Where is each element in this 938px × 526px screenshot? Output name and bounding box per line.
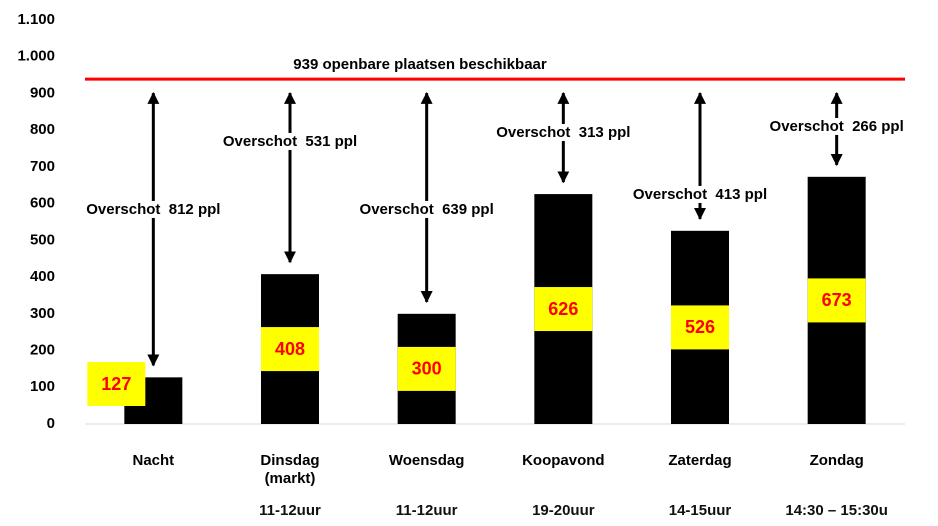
x-tick-label: Nacht xyxy=(132,452,175,469)
value-label-box xyxy=(807,278,866,323)
y-tick-label: 1.100 xyxy=(17,11,55,28)
y-tick-label: 200 xyxy=(30,342,55,359)
value-label-box xyxy=(261,327,319,372)
annotation-bg xyxy=(357,200,496,218)
x-tick-label: Koopavond xyxy=(522,452,605,469)
time-label: 14:30 – 15:30u xyxy=(785,502,888,519)
x-tick-label: Dinsdag (markt) xyxy=(260,452,320,487)
annotation-bg xyxy=(84,200,223,218)
y-tick-label: 1.000 xyxy=(17,48,55,65)
y-tick-label: 900 xyxy=(30,84,55,101)
time-label: 14-15uur xyxy=(668,502,732,519)
capacity-label: 939 openbare plaatsen beschikbaar xyxy=(293,56,547,73)
x-tick-label: Zaterdag xyxy=(668,452,732,469)
y-tick-label: 100 xyxy=(30,378,55,395)
y-tick-label: 300 xyxy=(30,305,55,322)
time-label: 11-12uur xyxy=(395,502,458,519)
value-label-box xyxy=(671,305,729,350)
y-tick-label: 600 xyxy=(30,195,55,212)
surplus-annotation: Overschot 812 ppl xyxy=(86,201,220,218)
value-label-box xyxy=(534,287,593,332)
surplus-annotation: Overschot 313 ppl xyxy=(496,124,630,141)
annotation-bg xyxy=(220,132,360,150)
surplus-annotation: Overschot 531 ppl xyxy=(223,133,357,150)
y-tick-label: 500 xyxy=(30,231,55,248)
x-tick-label: Woensdag xyxy=(388,452,465,469)
y-tick-label: 0 xyxy=(47,415,55,432)
value-label: 408 xyxy=(275,339,305,359)
annotation-bg xyxy=(494,123,633,141)
value-label: 526 xyxy=(685,317,715,337)
time-label: 19-20uur xyxy=(532,502,595,519)
y-tick-label: 700 xyxy=(30,158,55,175)
time-label: 11-12uur xyxy=(259,502,321,519)
annotation-bg xyxy=(767,117,906,135)
x-tick-label: Zondag xyxy=(809,452,864,469)
surplus-annotation: Overschot 639 ppl xyxy=(360,201,494,218)
value-label-box xyxy=(87,362,146,406)
value-label: 673 xyxy=(822,290,852,310)
surplus-annotation: Overschot 266 ppl xyxy=(770,118,904,135)
value-label: 300 xyxy=(412,359,442,379)
value-label-box xyxy=(397,346,456,391)
value-label: 626 xyxy=(548,299,578,319)
y-tick-label: 800 xyxy=(30,121,55,138)
annotation-bg xyxy=(630,185,770,203)
surplus-annotation: Overschot 413 ppl xyxy=(633,186,767,203)
value-label: 127 xyxy=(101,374,131,394)
y-tick-label: 400 xyxy=(30,268,55,285)
